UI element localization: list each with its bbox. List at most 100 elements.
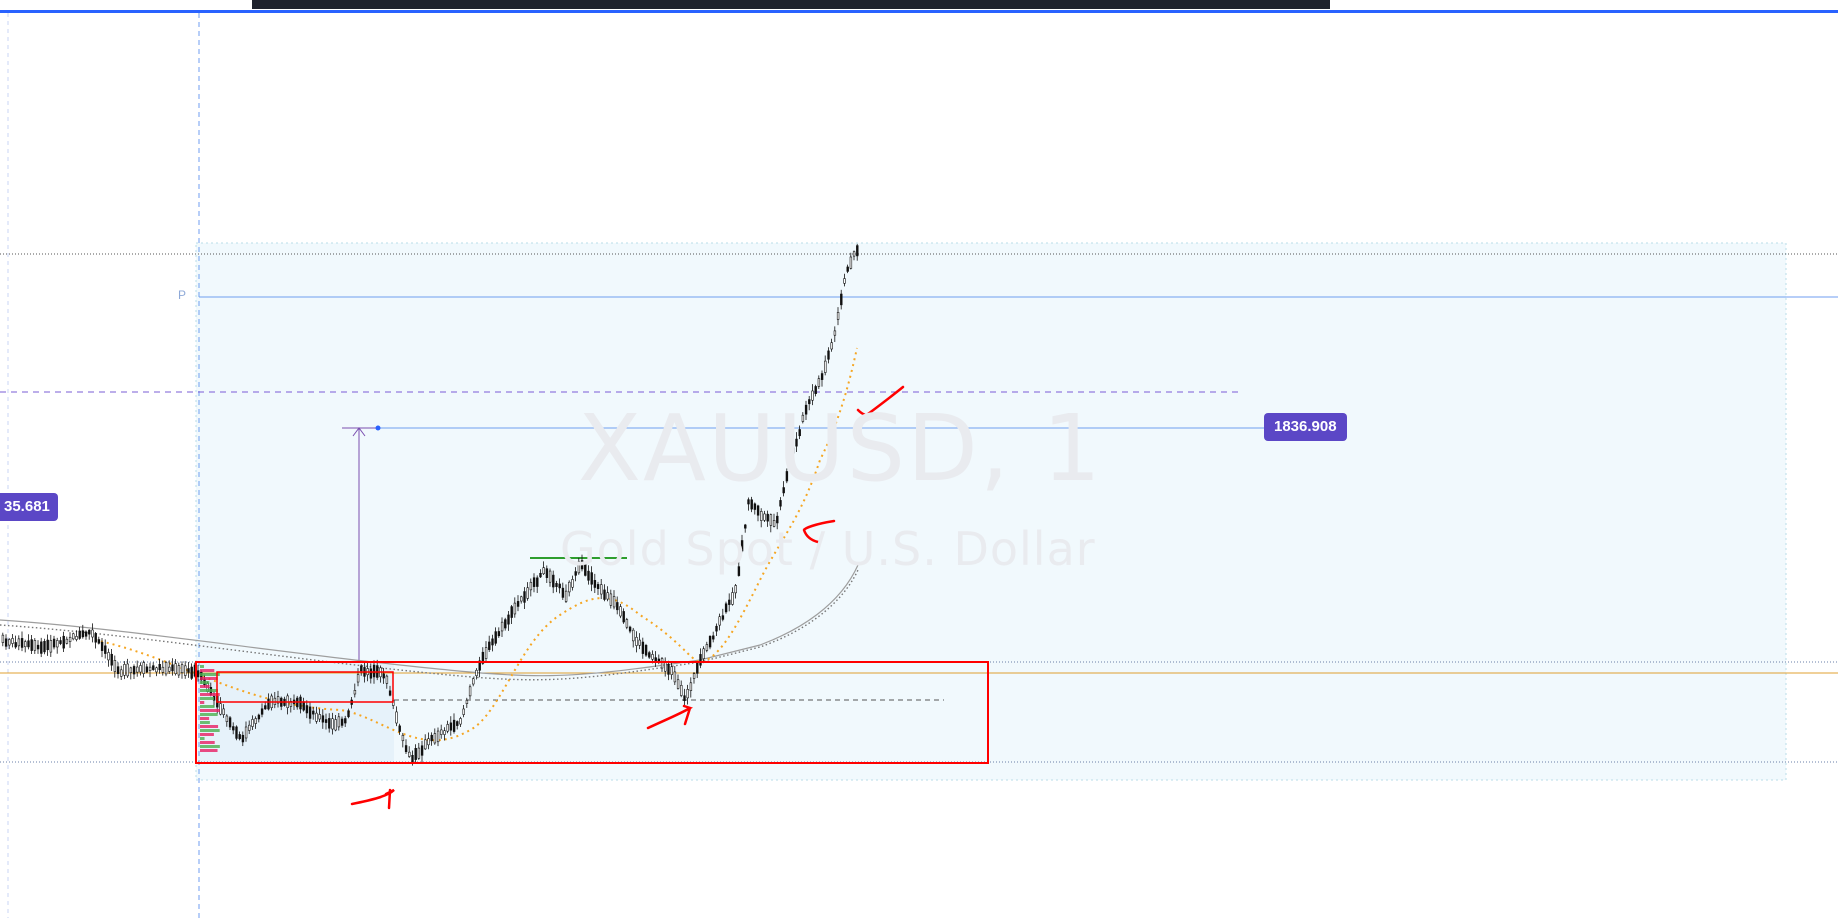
top-toolbar (0, 0, 1838, 13)
candle-body (696, 662, 699, 674)
candle-body (808, 399, 811, 405)
candle (8, 638, 11, 650)
candle (625, 617, 629, 630)
price-badge-target[interactable]: 1836.908 (1264, 413, 1347, 441)
volume-profile-bar (200, 749, 218, 752)
candle (315, 706, 318, 724)
candle (616, 596, 619, 615)
candle-body (766, 513, 769, 522)
candle (436, 727, 440, 747)
candle (276, 690, 280, 708)
candle-body (497, 631, 501, 637)
candle (126, 658, 129, 678)
candle (456, 720, 459, 730)
candle (478, 656, 481, 678)
candle (587, 565, 590, 585)
candle (78, 627, 81, 640)
candle-body (436, 730, 440, 743)
candle (110, 649, 113, 671)
candle-body (17, 638, 21, 647)
candle (577, 557, 581, 575)
candle-body (81, 630, 85, 638)
candle (596, 581, 600, 595)
candle-body (462, 708, 465, 715)
candle-body (132, 666, 136, 675)
candle (574, 567, 577, 582)
candle-body (772, 520, 776, 527)
candle-body (196, 670, 200, 678)
candle (603, 584, 606, 602)
candle (740, 534, 744, 553)
candle-body (756, 505, 760, 516)
candle-body (164, 662, 168, 675)
candle (516, 595, 520, 612)
candle-body (33, 640, 37, 651)
candle-body (817, 378, 821, 387)
candle-body (177, 665, 181, 676)
candle-body (488, 641, 491, 650)
candle-body (395, 711, 398, 724)
candle (334, 714, 337, 732)
candle (164, 660, 168, 677)
candle (766, 510, 769, 527)
session-box (198, 662, 394, 762)
candle-body (625, 619, 629, 628)
candle-body (155, 667, 158, 673)
candle-body (552, 574, 555, 588)
candle (88, 629, 91, 640)
candle (388, 685, 392, 697)
candle (667, 660, 670, 681)
candle (225, 714, 229, 727)
candle-body (347, 710, 350, 718)
candle (644, 643, 648, 657)
price-badge-left[interactable]: 35.681 (0, 493, 58, 521)
candle (116, 662, 120, 679)
candle-body (337, 716, 341, 728)
candle (833, 326, 837, 342)
candle (152, 662, 155, 671)
candle-body (852, 251, 856, 257)
candle (408, 746, 411, 758)
candle (840, 289, 843, 310)
candle (20, 631, 24, 652)
candle (731, 587, 734, 606)
candle-body (795, 438, 798, 447)
candle (75, 630, 78, 642)
volume-profile-bar (200, 741, 215, 744)
volume-profile-bar (200, 669, 215, 672)
candle-body (190, 666, 193, 679)
candle-body (158, 663, 161, 671)
candle-body (388, 690, 392, 696)
candle-body (126, 663, 129, 677)
candle (177, 662, 181, 679)
candle-body (689, 682, 693, 691)
volume-profile-bar (200, 713, 218, 716)
candle (190, 663, 193, 680)
candle-body (731, 592, 734, 605)
candle-body (360, 665, 363, 672)
candle (753, 502, 757, 515)
candle (843, 273, 846, 287)
candle (747, 497, 750, 511)
candle (235, 725, 238, 741)
candle-body (724, 603, 728, 613)
candle-body (728, 599, 731, 605)
candle-body (228, 717, 232, 728)
candle-body (824, 360, 827, 373)
candle-body (468, 686, 472, 697)
candle (11, 634, 14, 648)
candle (340, 716, 344, 728)
candle (347, 708, 350, 719)
candle (424, 734, 427, 751)
candle-body (798, 429, 801, 437)
candle-body (500, 621, 504, 632)
candle-body (472, 678, 475, 685)
candle-body (680, 685, 683, 696)
candle-body (318, 714, 321, 720)
candle-body (136, 666, 139, 673)
candle (500, 617, 504, 637)
candle-body (139, 665, 142, 673)
candle-body (219, 703, 222, 715)
toolbar-accent-line (0, 10, 1838, 13)
